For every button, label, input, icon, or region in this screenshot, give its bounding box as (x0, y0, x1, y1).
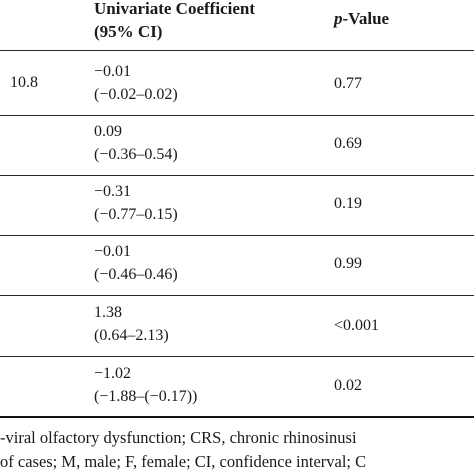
coef-header-line1: Univariate Coefficient (94, 0, 255, 18)
coef-ci: (0.64–2.13) (94, 327, 169, 344)
row-rule (0, 175, 474, 176)
p-value-header-rest: -Value (342, 9, 390, 28)
p-value: 0.77 (334, 75, 362, 92)
coef-ci: (−0.77–0.15) (94, 206, 178, 223)
table-bottom-rule (0, 416, 474, 418)
p-value-header: p-Value (334, 8, 389, 30)
header-rule (0, 50, 474, 51)
p-value: 0.19 (334, 195, 362, 212)
footnote-line2: of cases; M, male; F, female; CI, confid… (0, 452, 367, 471)
p-value: <0.001 (334, 317, 380, 334)
coef-ci: (−0.36–0.54) (94, 146, 178, 163)
coef-value: −0.31 (94, 183, 132, 200)
footnote-line1: -viral olfactory dysfunction; CRS, chron… (0, 428, 357, 447)
coef-value: 0.09 (94, 123, 122, 140)
row-rule (0, 356, 474, 357)
p-value-header-italic: p (334, 9, 343, 28)
coef-value: −0.01 (94, 243, 132, 260)
row-rule (0, 235, 474, 236)
coef-ci: (−1.88–(−0.17)) (94, 388, 198, 405)
coef-value: 1.38 (94, 304, 122, 321)
coef-ci: (−0.46–0.46) (94, 266, 178, 283)
row-rule (0, 295, 474, 296)
p-value: 0.99 (334, 255, 362, 272)
coef-value: −0.01 (94, 63, 132, 80)
coef-value: −1.02 (94, 365, 132, 382)
row-rule (0, 115, 474, 116)
p-value: 0.02 (334, 377, 362, 394)
coef-header-line2: (95% CI) (94, 22, 163, 41)
p-value: 0.69 (334, 135, 362, 152)
coef-ci: (−0.02–0.02) (94, 86, 178, 103)
left-cell: 10.8 (10, 74, 38, 91)
